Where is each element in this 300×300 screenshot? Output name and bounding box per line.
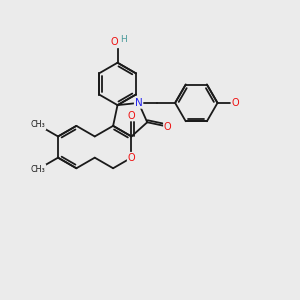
Text: CH₃: CH₃ [31,121,46,130]
Text: O: O [128,111,135,121]
Text: O: O [128,153,135,163]
Text: O: O [231,98,239,108]
Text: CH₃: CH₃ [31,165,46,174]
Text: N: N [135,98,142,108]
Text: H: H [121,35,128,44]
Text: O: O [164,122,172,132]
Text: O: O [111,38,119,47]
